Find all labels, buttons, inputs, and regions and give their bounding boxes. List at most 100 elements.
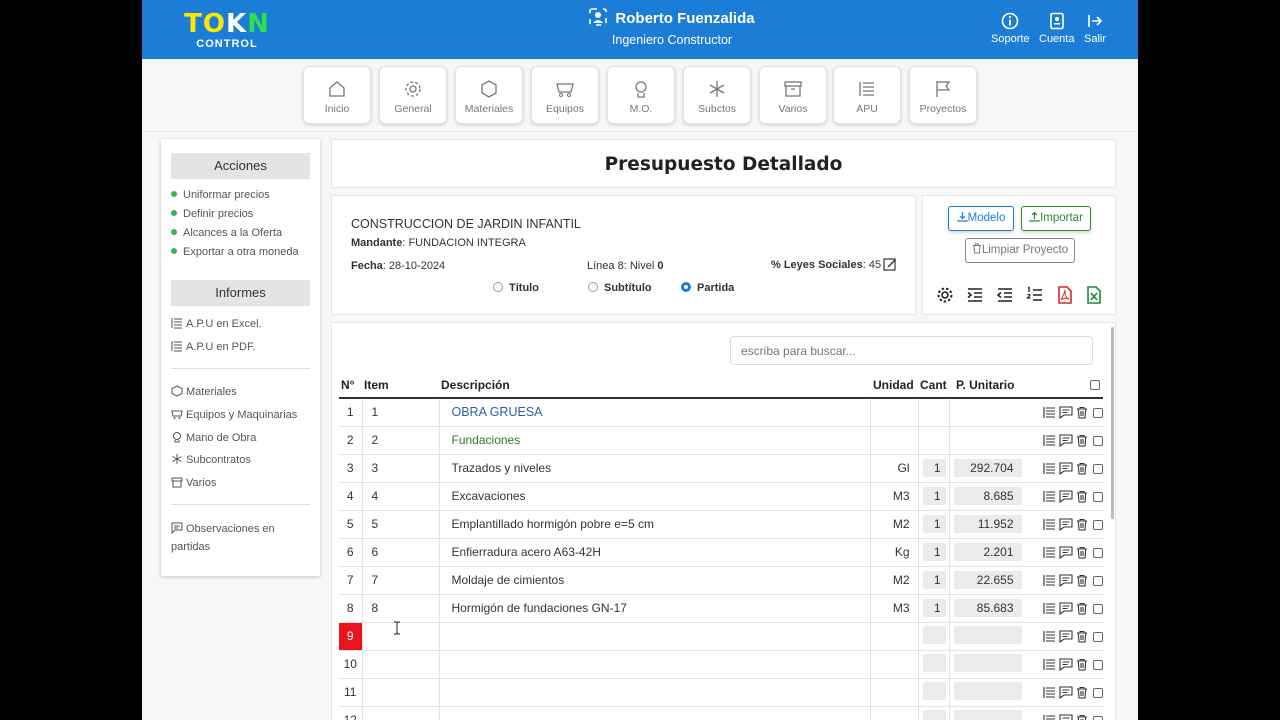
comment-icon[interactable]: [1059, 686, 1073, 700]
list-icon[interactable]: [1043, 686, 1056, 699]
row-unidad[interactable]: M2: [869, 566, 918, 595]
comment-icon[interactable]: [1059, 490, 1073, 504]
row-checkbox[interactable]: [1093, 687, 1103, 698]
comment-icon[interactable]: [1059, 602, 1073, 616]
row-descripcion[interactable]: Hormigón de fundaciones GN-17: [438, 594, 870, 623]
row-checkbox[interactable]: [1093, 631, 1103, 642]
trash-icon[interactable]: [1076, 686, 1088, 699]
tool-proyectos[interactable]: Proyectos: [909, 66, 977, 124]
row-unidad[interactable]: [869, 678, 918, 707]
row-checkbox[interactable]: [1093, 435, 1103, 446]
list-icon[interactable]: [1043, 462, 1056, 475]
accion-uniformar-precios[interactable]: Uniformar precios: [171, 189, 270, 201]
row-checkbox[interactable]: [1093, 715, 1103, 720]
comment-icon[interactable]: [1059, 658, 1073, 672]
row-cant[interactable]: [917, 426, 949, 455]
comment-icon[interactable]: [1059, 462, 1073, 476]
observaciones-partidas[interactable]: Observaciones en partidas: [171, 522, 275, 553]
row-cant[interactable]: [917, 398, 949, 427]
row-unidad[interactable]: M2: [869, 510, 918, 539]
scrollbar[interactable]: [1111, 327, 1114, 519]
trash-icon[interactable]: [1076, 490, 1088, 503]
row-precio[interactable]: [948, 678, 1023, 707]
table-row[interactable]: 10: [339, 650, 1103, 679]
trash-icon[interactable]: [1076, 546, 1088, 559]
comment-icon[interactable]: [1059, 714, 1073, 720]
row-checkbox[interactable]: [1093, 547, 1103, 558]
row-precio[interactable]: 85.683: [948, 594, 1023, 623]
row-item[interactable]: 1: [361, 398, 439, 427]
row-descripcion[interactable]: [438, 678, 870, 707]
tool-general[interactable]: General: [379, 66, 447, 124]
trash-icon[interactable]: [1076, 658, 1088, 671]
accion-definir-precios[interactable]: Definir precios: [171, 208, 253, 220]
trash-icon[interactable]: [1076, 434, 1088, 447]
table-row[interactable]: 5 5 Emplantillado hormigón pobre e=5 cm M2 1…: [339, 510, 1103, 539]
row-precio[interactable]: 2.201: [948, 538, 1023, 567]
table-row[interactable]: 6 6 Enfierradura acero A63-42H Kg 1 2.201: [339, 538, 1103, 567]
list-icon[interactable]: [1043, 406, 1056, 419]
comment-icon[interactable]: [1059, 434, 1073, 448]
row-unidad[interactable]: [869, 622, 918, 651]
row-item[interactable]: 7: [361, 566, 439, 595]
row-cant[interactable]: 1: [917, 538, 949, 567]
recurso-materiales[interactable]: Materiales: [171, 383, 237, 401]
row-unidad[interactable]: Gl: [869, 454, 918, 483]
soporte-button[interactable]: Soporte: [991, 12, 1030, 45]
table-row[interactable]: 12: [339, 706, 1103, 720]
row-cant[interactable]: [917, 650, 949, 679]
row-checkbox[interactable]: [1093, 575, 1103, 586]
cuenta-button[interactable]: Cuenta: [1039, 12, 1074, 45]
list-icon[interactable]: [1043, 490, 1056, 503]
outdent-icon[interactable]: [996, 286, 1014, 304]
row-unidad[interactable]: [869, 426, 918, 455]
row-cant[interactable]: 1: [917, 482, 949, 511]
table-row[interactable]: 8 8 Hormigón de fundaciones GN-17 M3 1 85.683: [339, 594, 1103, 623]
radio-partida[interactable]: Partida: [681, 282, 734, 294]
row-precio[interactable]: [948, 426, 1023, 455]
row-descripcion[interactable]: Excavaciones: [438, 482, 870, 511]
row-descripcion[interactable]: OBRA GRUESA: [438, 398, 870, 427]
row-item[interactable]: [361, 678, 439, 707]
recurso-mano-obra[interactable]: Mano de Obra: [171, 429, 256, 447]
informe-apu-excel[interactable]: A.P.U en Excel.: [171, 315, 262, 333]
trash-icon[interactable]: [1076, 518, 1088, 531]
list-icon[interactable]: [1043, 630, 1056, 643]
row-item[interactable]: [361, 650, 439, 679]
row-unidad[interactable]: Kg: [869, 538, 918, 567]
row-unidad[interactable]: M3: [869, 482, 918, 511]
row-descripcion[interactable]: Trazados y niveles: [438, 454, 870, 483]
list-icon[interactable]: [1043, 546, 1056, 559]
row-precio[interactable]: [948, 622, 1023, 651]
pdf-file-icon[interactable]: [1056, 286, 1074, 304]
row-item[interactable]: 2: [361, 426, 439, 455]
comment-icon[interactable]: [1059, 406, 1073, 420]
numbered-list-icon[interactable]: [1026, 286, 1044, 304]
row-item[interactable]: 5: [361, 510, 439, 539]
tool-apu[interactable]: APU: [833, 66, 901, 124]
table-row[interactable]: 1 1 OBRA GRUESA: [339, 398, 1103, 427]
row-precio[interactable]: 22.655: [948, 566, 1023, 595]
table-row[interactable]: 9: [339, 622, 1103, 651]
table-row[interactable]: 3 3 Trazados y niveles Gl 1 292.704: [339, 454, 1103, 483]
list-icon[interactable]: [1043, 434, 1056, 447]
radio-titulo[interactable]: Título: [493, 282, 539, 294]
settings-icon[interactable]: [936, 286, 954, 304]
row-cant[interactable]: 1: [917, 454, 949, 483]
row-precio[interactable]: 292.704: [948, 454, 1023, 483]
row-checkbox[interactable]: [1093, 519, 1103, 530]
recurso-subcontratos[interactable]: Subcontratos: [171, 451, 251, 469]
row-item[interactable]: 8: [361, 594, 439, 623]
modelo-button[interactable]: Modelo: [948, 206, 1014, 231]
limpiar-proyecto-button[interactable]: Limpiar Proyecto: [965, 238, 1075, 263]
tool-inicio[interactable]: Inicio: [303, 66, 371, 124]
row-cant[interactable]: 1: [917, 510, 949, 539]
edit-icon[interactable]: [883, 257, 897, 271]
row-descripcion[interactable]: [438, 650, 870, 679]
row-unidad[interactable]: [869, 650, 918, 679]
trash-icon[interactable]: [1076, 630, 1088, 643]
excel-file-icon[interactable]: [1085, 286, 1103, 304]
table-row[interactable]: 4 4 Excavaciones M3 1 8.685: [339, 482, 1103, 511]
row-descripcion[interactable]: Moldaje de cimientos: [438, 566, 870, 595]
tool-mo[interactable]: M.O.: [607, 66, 675, 124]
